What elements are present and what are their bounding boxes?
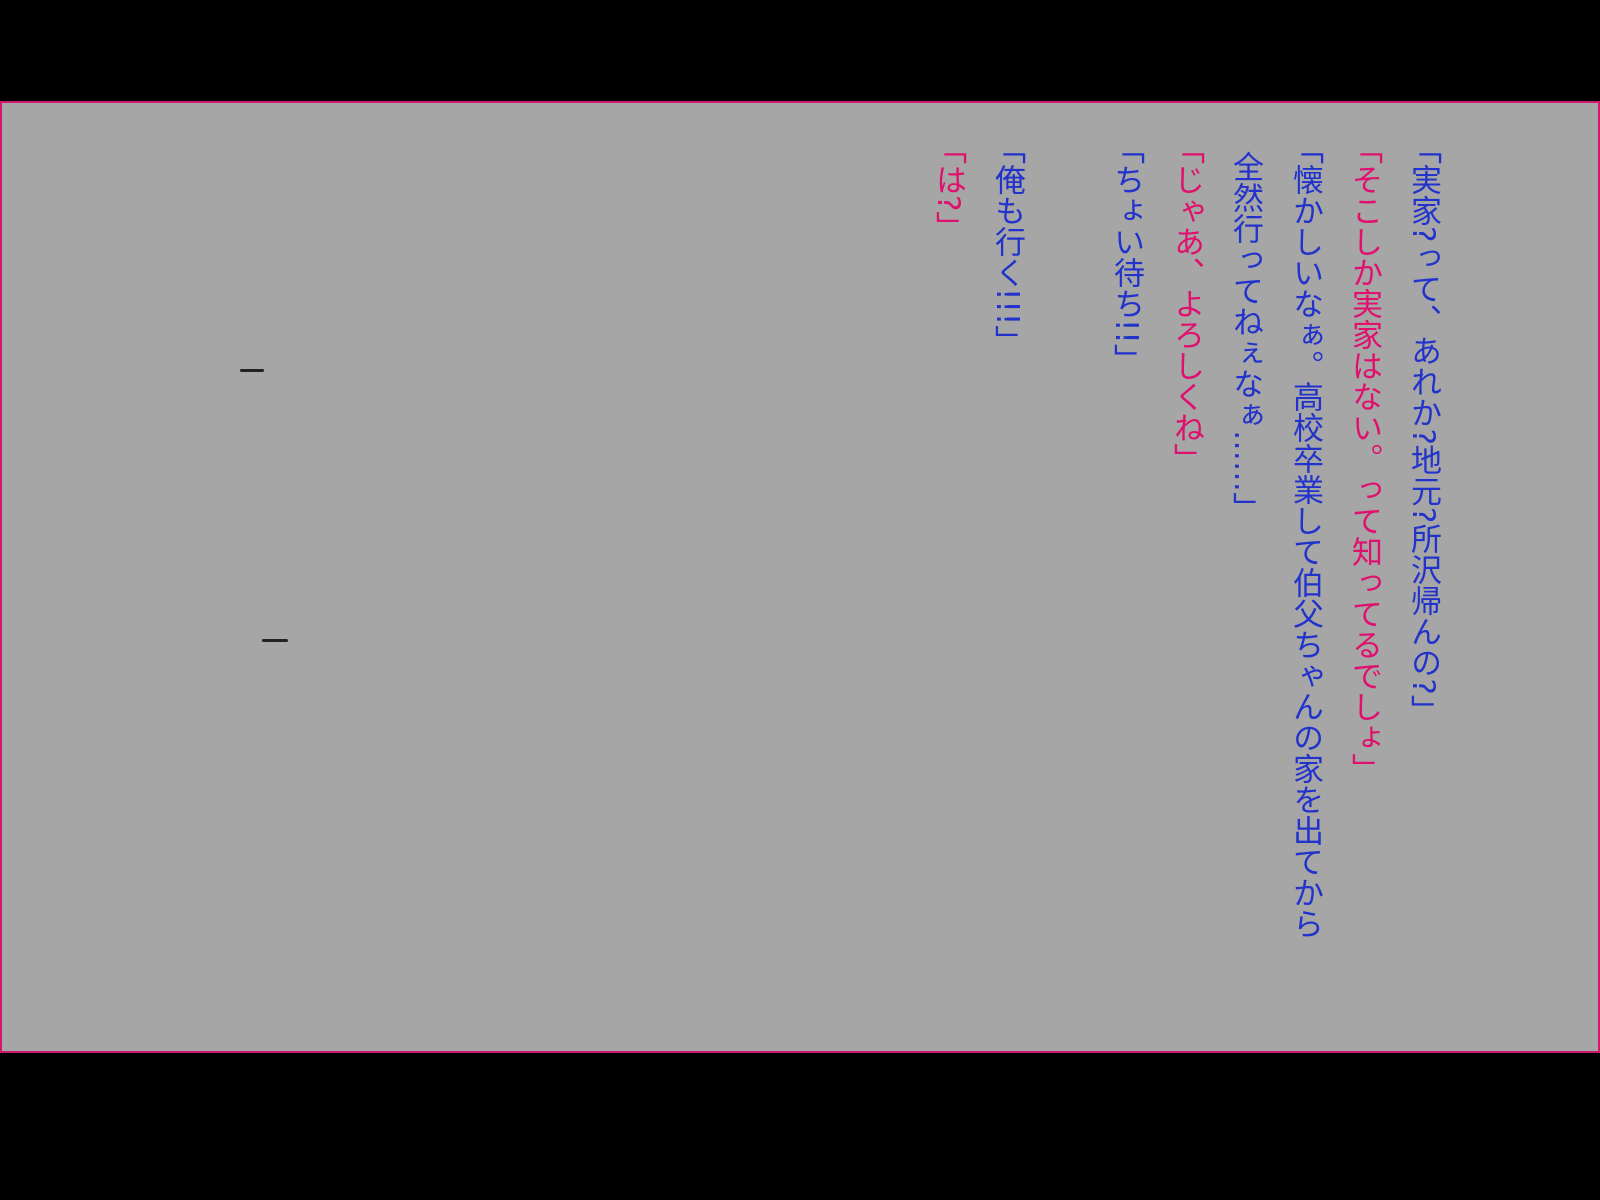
dialogue-line: 「そこしか実家はない。って知ってるでしょ」 — [1346, 133, 1382, 784]
scene-mark — [240, 369, 264, 372]
game-scene[interactable]: 「実家?って、あれか?地元?所沢帰んの?」 「そこしか実家はない。って知ってるで… — [0, 101, 1600, 1053]
dialogue-line: 「俺も行く!!!」 — [989, 133, 1025, 357]
dialogue-line: 「実家?って、あれか?地元?所沢帰んの?」 — [1405, 133, 1441, 726]
dialogue-line: 「ちょい待ち!!」 — [1108, 133, 1144, 375]
dialogue-line: 「は?」 — [930, 133, 966, 243]
dialogue-line: 「懐かしいなぁ。高校卒業して伯父ちゃんの家を出てから — [1287, 133, 1323, 939]
dialogue-line: 「じゃあ、よろしくね」 — [1168, 133, 1204, 474]
scene-mark — [262, 639, 288, 642]
dialogue-line-continuation: 全然行ってねぇなぁ……」 — [1227, 151, 1263, 523]
